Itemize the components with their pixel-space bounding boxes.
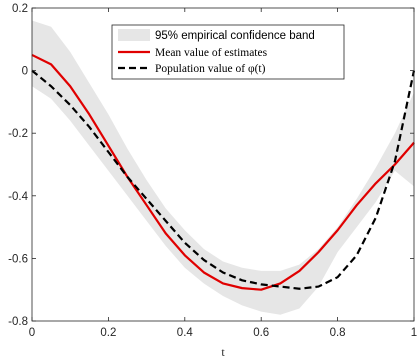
x-tick-label: 0 xyxy=(29,327,35,339)
x-tick-label: 1 xyxy=(411,327,417,339)
y-tick-label: -0.8 xyxy=(8,316,28,328)
y-tick-label: -0.4 xyxy=(8,191,28,203)
x-tick-label: 0.4 xyxy=(177,327,194,339)
legend-box xyxy=(111,24,345,80)
legend-label-population: Population value of φ(t) xyxy=(155,63,266,75)
legend: 95% empirical confidence band Mean value… xyxy=(111,24,345,80)
series-line-population xyxy=(31,69,416,290)
x-tick-label: 0.8 xyxy=(330,327,346,339)
series-layer xyxy=(31,53,416,291)
legend-label-band: 95% empirical confidence band xyxy=(155,30,315,42)
axes-box xyxy=(31,7,415,322)
x-tick-label: 0.2 xyxy=(100,327,116,339)
tick-layer: 0 0.2 0.4 0.6 0.8 1 0.2 0 -0.2 -0.4 -0.6 -0.8 xyxy=(8,3,417,339)
x-tick-label: 0.6 xyxy=(253,327,269,339)
confidence-band-layer xyxy=(32,20,414,315)
y-tick-label: -0.2 xyxy=(8,128,28,140)
y-tick-label: 0 xyxy=(22,66,28,78)
y-tick-label: 0.2 xyxy=(12,3,28,15)
y-tick-label: -0.6 xyxy=(8,253,28,265)
x-axis-label: t xyxy=(221,345,225,359)
confidence-band xyxy=(32,20,414,315)
legend-swatch-band xyxy=(118,29,150,41)
series-line-mean xyxy=(31,53,415,291)
legend-label-mean: Mean value of estimates xyxy=(155,47,268,59)
